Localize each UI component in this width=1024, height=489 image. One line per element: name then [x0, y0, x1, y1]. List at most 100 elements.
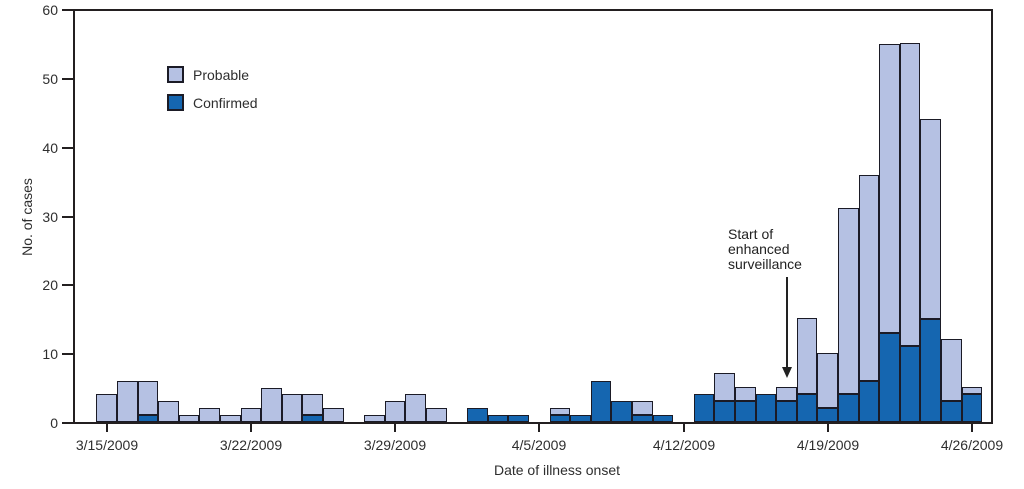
y-tick-label-10: 10 [42, 346, 58, 362]
confirmed-swatch-icon [167, 94, 184, 111]
bar-confirmed-4/14/2009 [714, 401, 735, 422]
bar-confirmed-4/7/2009 [570, 415, 591, 422]
x-tick-3/15/2009 [106, 424, 108, 432]
top-spine [73, 9, 993, 11]
bar-confirmed-4/26/2009 [961, 394, 983, 422]
legend-label-confirmed: Confirmed [193, 94, 258, 111]
x-tick-4/19/2009 [827, 424, 829, 432]
x-tick-label-3/29/2009: 3/29/2009 [363, 437, 427, 453]
bar-probable-3/18/2009 [158, 401, 179, 422]
x-tick-4/12/2009 [683, 424, 685, 432]
bar-probable-3/24/2009 [281, 394, 303, 422]
bar-probable-4/10/2009 [632, 401, 653, 415]
annotation-line: surveillance [728, 256, 802, 272]
y-tick-20 [62, 284, 75, 286]
bar-confirmed-4/19/2009 [817, 408, 838, 422]
annotation-line: enhanced [728, 241, 790, 257]
y-tick-0 [62, 422, 75, 424]
bar-confirmed-4/16/2009 [755, 394, 777, 422]
bar-confirmed-4/24/2009 [920, 319, 941, 422]
bar-confirmed-3/17/2009 [137, 415, 159, 422]
y-tick-label-0: 0 [50, 415, 58, 431]
bar-confirmed-4/6/2009 [549, 415, 571, 422]
bar-probable-3/31/2009 [426, 408, 447, 422]
bar-probable-3/21/2009 [220, 415, 241, 422]
bar-confirmed-4/21/2009 [858, 381, 880, 422]
plot-area [75, 10, 991, 422]
bar-probable-3/28/2009 [364, 415, 385, 422]
x-tick-label-3/15/2009: 3/15/2009 [75, 437, 139, 453]
bar-confirmed-4/18/2009 [796, 394, 818, 422]
bar-confirmed-4/4/2009 [508, 415, 529, 422]
x-tick-label-4/5/2009: 4/5/2009 [511, 437, 567, 453]
bar-probable-4/20/2009 [838, 208, 859, 394]
legend-item-probable: Probable [167, 66, 258, 83]
legend-label-probable: Probable [193, 66, 250, 83]
x-tick-3/29/2009 [394, 424, 396, 432]
annotation-line: Start of [728, 226, 774, 242]
legend-item-confirmed: Confirmed [167, 94, 258, 111]
bar-probable-3/30/2009 [405, 394, 426, 422]
legend: Probable Confirmed [167, 66, 258, 122]
bar-probable-4/25/2009 [941, 339, 962, 401]
bar-probable-4/24/2009 [920, 119, 941, 319]
y-tick-label-30: 30 [42, 209, 58, 225]
bar-probable-4/26/2009 [961, 387, 983, 394]
y-tick-label-60: 60 [42, 2, 58, 18]
y-tick-label-50: 50 [42, 71, 58, 87]
y-tick-label-20: 20 [42, 277, 58, 293]
bar-confirmed-4/23/2009 [899, 346, 921, 422]
x-axis-spine [73, 422, 993, 424]
x-tick-4/26/2009 [971, 424, 973, 432]
bar-probable-3/22/2009 [240, 408, 262, 422]
annotation-arrowhead-icon [782, 367, 792, 378]
bar-confirmed-4/10/2009 [632, 415, 653, 422]
bar-probable-4/22/2009 [879, 44, 900, 333]
y-tick-label-40: 40 [42, 140, 58, 156]
bar-confirmed-4/17/2009 [776, 401, 797, 422]
y-tick-10 [62, 353, 75, 355]
bar-confirmed-4/3/2009 [487, 415, 509, 422]
bar-probable-3/23/2009 [261, 388, 282, 422]
probable-swatch-icon [167, 66, 184, 83]
annotation-arrow [786, 277, 788, 367]
x-tick-3/22/2009 [250, 424, 252, 432]
y-tick-30 [62, 216, 75, 218]
bar-probable-4/17/2009 [776, 387, 797, 401]
y-tick-50 [62, 78, 75, 80]
bar-probable-3/15/2009 [96, 394, 117, 422]
bar-probable-4/23/2009 [899, 43, 921, 346]
bar-probable-3/25/2009 [302, 394, 323, 415]
bar-confirmed-4/8/2009 [590, 381, 612, 422]
bar-probable-3/19/2009 [178, 415, 200, 422]
bar-confirmed-4/11/2009 [652, 415, 674, 422]
y-tick-40 [62, 147, 75, 149]
bar-probable-3/26/2009 [323, 408, 344, 422]
y-tick-60 [62, 9, 75, 11]
bar-confirmed-4/20/2009 [838, 394, 859, 422]
bar-confirmed-4/9/2009 [611, 401, 632, 422]
x-tick-label-4/12/2009: 4/12/2009 [652, 437, 716, 453]
bar-probable-4/18/2009 [796, 318, 818, 394]
bar-probable-4/19/2009 [817, 353, 838, 408]
x-tick-label-4/19/2009: 4/19/2009 [796, 437, 860, 453]
y-axis-title: No. of cases [19, 178, 35, 256]
annotation-text: Start of enhanced surveillance [728, 227, 802, 272]
bar-probable-4/6/2009 [549, 408, 571, 415]
bar-probable-4/15/2009 [735, 387, 756, 401]
bar-probable-3/17/2009 [137, 381, 159, 415]
bar-probable-3/20/2009 [199, 408, 220, 422]
bar-probable-3/29/2009 [384, 401, 406, 422]
bar-confirmed-3/25/2009 [302, 415, 323, 422]
bar-confirmed-4/15/2009 [735, 401, 756, 422]
x-axis-title: Date of illness onset [493, 462, 621, 478]
x-tick-label-3/22/2009: 3/22/2009 [219, 437, 283, 453]
bar-confirmed-4/2/2009 [467, 408, 488, 422]
bar-confirmed-4/13/2009 [693, 394, 715, 422]
x-tick-4/5/2009 [538, 424, 540, 432]
right-spine [991, 9, 993, 424]
bar-confirmed-4/22/2009 [879, 333, 900, 422]
bar-probable-3/16/2009 [117, 381, 138, 422]
bar-probable-4/14/2009 [714, 373, 735, 401]
